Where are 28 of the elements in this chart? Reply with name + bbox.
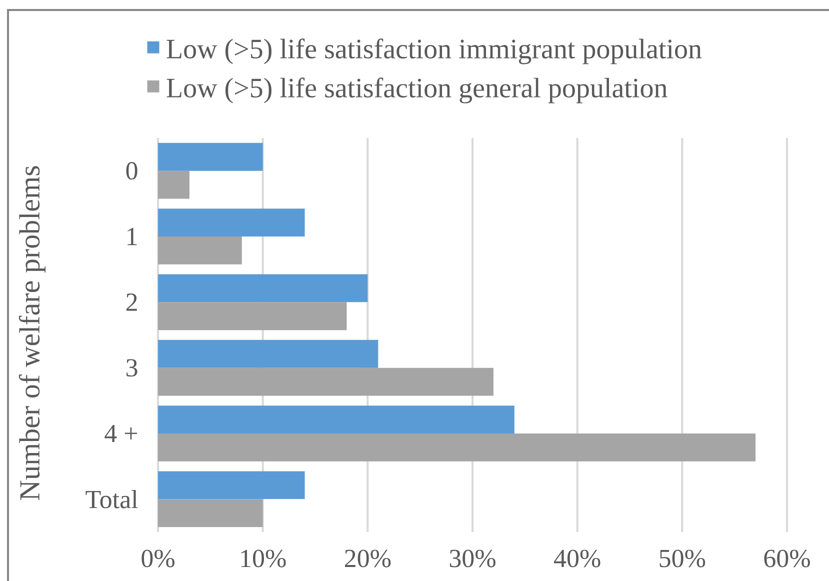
x-tick-label: 30% [450, 550, 496, 568]
y-tick-label: 4 + [104, 424, 138, 442]
x-tick-label: 60% [764, 550, 810, 568]
bar [158, 302, 347, 330]
bar [158, 499, 263, 528]
x-tick-label: 40% [554, 550, 600, 568]
legend-label: Low (>5) life satisfaction immigrant population [166, 38, 702, 64]
bar [158, 208, 305, 236]
x-tick-label: 10% [241, 550, 286, 568]
bar [158, 368, 494, 396]
y-tick-label: 2 [126, 294, 137, 311]
bar [158, 170, 190, 199]
bar [158, 236, 242, 264]
bar [158, 142, 263, 171]
bar [158, 433, 756, 462]
y-tick-label: 0 [126, 162, 138, 180]
bar [158, 406, 514, 434]
x-tick-label: 0% [142, 550, 174, 568]
y-tick-label: 1 [128, 228, 137, 246]
y-axis-title: Number of welfare problems [18, 166, 46, 500]
bar [158, 471, 305, 500]
bar [158, 340, 378, 368]
y-tick-label: 3 [126, 359, 138, 377]
x-tick-label: 20% [344, 550, 391, 568]
x-tick-label: 50% [660, 550, 706, 568]
bar [158, 274, 368, 302]
legend-label: Low (>5) life satisfaction general population [166, 78, 668, 104]
y-tick-label: Total [86, 490, 138, 508]
